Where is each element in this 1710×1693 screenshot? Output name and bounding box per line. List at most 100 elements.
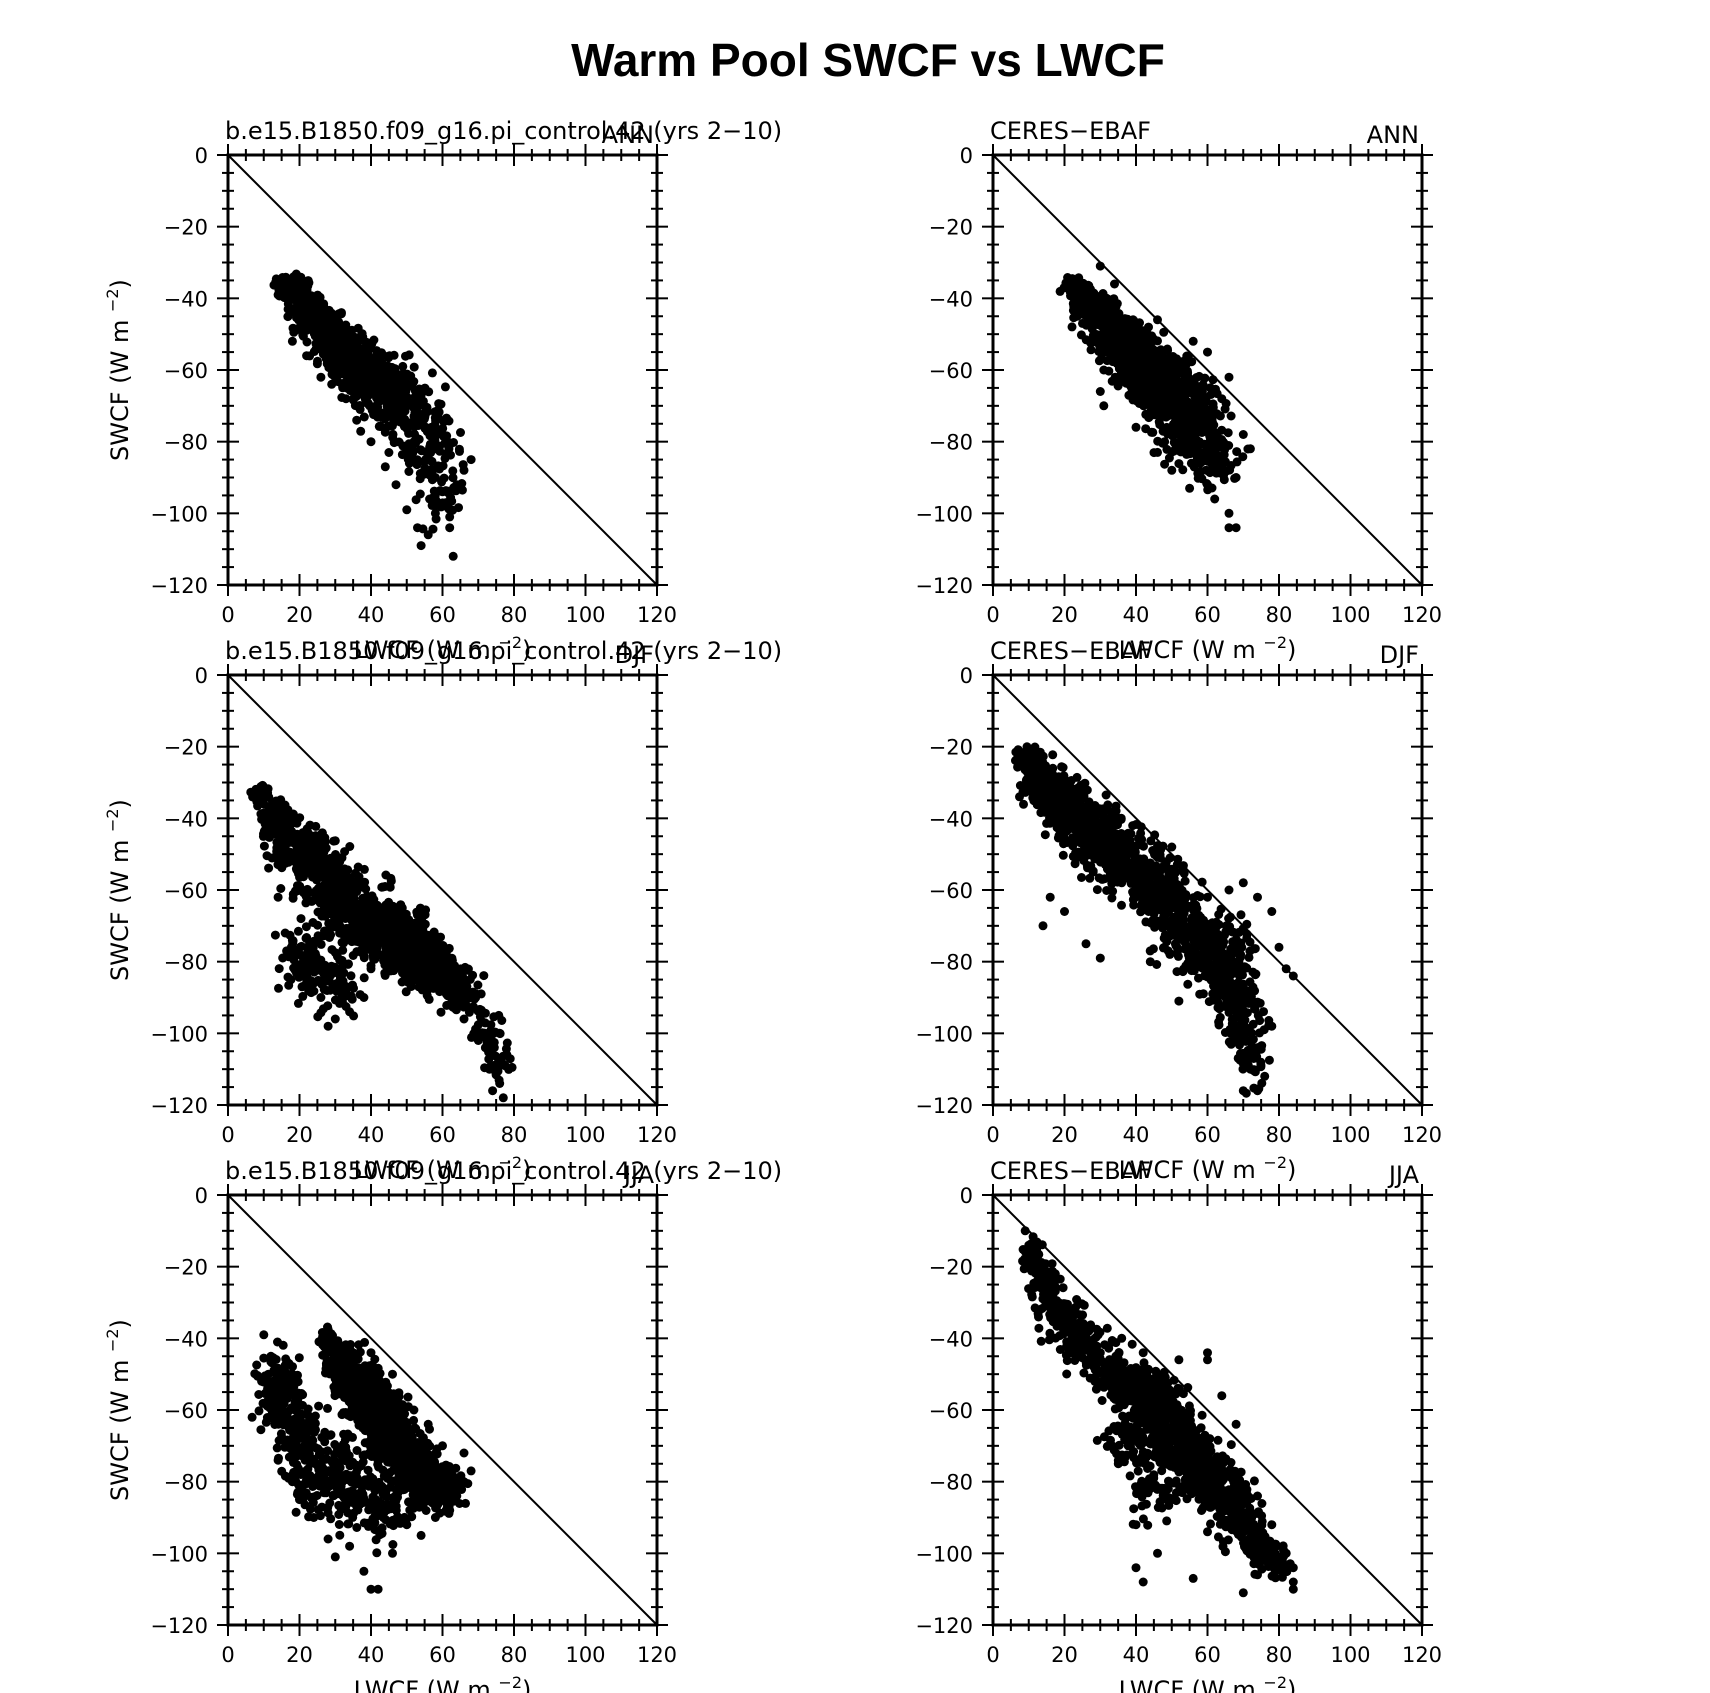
- scatter-point: [271, 931, 280, 940]
- scatter-point: [302, 351, 311, 360]
- scatter-point: [363, 377, 372, 386]
- scatter-point: [508, 1063, 517, 1072]
- scatter-point: [1206, 468, 1215, 477]
- scatter-point: [1191, 407, 1200, 416]
- scatter-point: [1147, 428, 1156, 437]
- scatter-point: [1041, 830, 1050, 839]
- x-tick-label: 40: [358, 603, 385, 627]
- scatter-point: [1246, 444, 1255, 453]
- scatter-point: [474, 1036, 483, 1045]
- y-tick-label: −60: [164, 879, 208, 903]
- scatter-point: [1203, 480, 1212, 489]
- scatter-point: [1080, 292, 1089, 301]
- scatter-point: [302, 922, 311, 931]
- scatter-point: [412, 908, 421, 917]
- scatter-point: [309, 979, 318, 988]
- scatter-point: [294, 273, 303, 282]
- scatter-point: [431, 509, 440, 518]
- scatter-point: [293, 886, 302, 895]
- scatter-point: [352, 392, 361, 401]
- scatter-point: [390, 366, 399, 375]
- scatter-point: [466, 991, 475, 1000]
- scatter-point: [1049, 771, 1058, 780]
- scatter-points: [1011, 742, 1298, 1097]
- scatter-point: [413, 523, 422, 532]
- scatter-point: [1135, 318, 1144, 327]
- scatter-point: [1194, 395, 1203, 404]
- scatter-point: [345, 1007, 354, 1016]
- scatter-point: [274, 984, 283, 993]
- scatter-point: [1153, 315, 1162, 324]
- scatter-point: [442, 949, 451, 958]
- scatter-point: [313, 1012, 322, 1021]
- scatter-point: [272, 278, 281, 287]
- scatter-point: [331, 337, 340, 346]
- scatter-point: [457, 1001, 466, 1010]
- x-tick-label: 100: [565, 603, 605, 627]
- scatter-point: [1173, 439, 1182, 448]
- scatter-point: [425, 995, 434, 1004]
- scatter-point: [316, 993, 325, 1002]
- scatter-point: [1096, 387, 1105, 396]
- scatter-point: [1038, 758, 1047, 767]
- scatter-point: [1059, 763, 1068, 772]
- scatter-point: [288, 936, 297, 945]
- x-tick-label: 120: [637, 1123, 677, 1147]
- scatter-point: [401, 391, 410, 400]
- scatter-point: [303, 338, 312, 347]
- scatter-point: [445, 512, 454, 521]
- scatter-point: [1108, 357, 1117, 366]
- scatter-point: [309, 937, 318, 946]
- scatter-point: [499, 1093, 508, 1102]
- scatter-point: [311, 822, 320, 831]
- scatter-point: [1207, 390, 1216, 399]
- scatter-point: [1117, 358, 1126, 367]
- scatter-point: [1039, 767, 1048, 776]
- scatter-point: [1153, 448, 1162, 457]
- y-tick-label: −40: [164, 287, 208, 311]
- scatter-point: [341, 982, 350, 991]
- scatter-point: [412, 409, 421, 418]
- scatter-point: [425, 442, 434, 451]
- scatter-point: [1178, 465, 1187, 474]
- scatter-point: [351, 869, 360, 878]
- scatter-point: [1160, 410, 1169, 419]
- scatter-point: [415, 385, 424, 394]
- scatter-point: [400, 372, 409, 381]
- scatter-point: [347, 971, 356, 980]
- scatter-point: [352, 416, 361, 425]
- scatter-point: [1209, 399, 1218, 408]
- scatter-point: [1203, 348, 1212, 357]
- scatter-point: [1138, 343, 1147, 352]
- scatter-point: [417, 541, 426, 550]
- scatter-point: [390, 438, 399, 447]
- scatter-point: [1077, 330, 1086, 339]
- scatter-point: [1149, 372, 1158, 381]
- scatter-point: [1167, 466, 1176, 475]
- scatter-point: [351, 934, 360, 943]
- y-tick-label: −80: [929, 431, 973, 455]
- scatter-point: [456, 428, 465, 437]
- scatter-point: [386, 400, 395, 409]
- scatter-point: [424, 530, 433, 539]
- scatter-point: [370, 955, 379, 964]
- reference-line: [993, 155, 1422, 585]
- scatter-point: [1111, 303, 1120, 312]
- scatter-point: [1217, 394, 1226, 403]
- scatter-point: [460, 466, 469, 475]
- x-tick-label: 20: [1051, 603, 1078, 627]
- scatter-point: [297, 914, 306, 923]
- scatter-point: [353, 905, 362, 914]
- scatter-point: [1094, 339, 1103, 348]
- scatter-point: [1064, 276, 1073, 285]
- scatter-point: [1120, 336, 1129, 345]
- scatter-point: [392, 480, 401, 489]
- x-tick-label: 80: [1266, 603, 1293, 627]
- scatter-point: [347, 992, 356, 1001]
- scatter-point: [416, 490, 425, 499]
- y-tick-label: −120: [915, 574, 973, 598]
- scatter-point: [1146, 355, 1155, 364]
- scatter-point: [442, 498, 451, 507]
- scatter-point: [386, 422, 395, 431]
- scatter-point: [299, 870, 308, 879]
